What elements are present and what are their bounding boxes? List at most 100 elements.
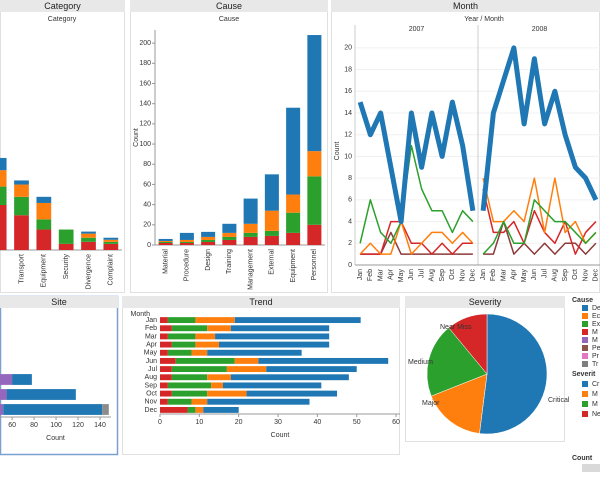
x-tick-label: Material <box>162 249 169 274</box>
series-line <box>360 220 473 255</box>
bar-segment <box>158 241 173 243</box>
panel-header <box>405 296 565 308</box>
bar-segment <box>0 170 7 187</box>
y-tick-label: 120 <box>139 121 151 128</box>
bar-segment <box>266 366 357 373</box>
bar-segment <box>14 215 29 250</box>
x-tick-label: 60 <box>8 422 16 429</box>
x-tick-label: Mar <box>500 268 507 281</box>
x-tick-label: Transport <box>18 254 25 284</box>
bar-segment <box>160 333 168 340</box>
series-line <box>483 220 597 255</box>
bar-segment <box>14 180 29 185</box>
legend-label: Pr <box>592 353 600 360</box>
bar-segment <box>195 341 220 348</box>
bar-segment <box>160 406 188 413</box>
bar-segment <box>179 241 194 243</box>
bar-segment <box>160 374 172 381</box>
y-tick-label: Apr <box>146 341 158 348</box>
y-tick-label: Jan <box>146 317 157 324</box>
bar-segment <box>171 390 208 397</box>
y-tick-label: 4 <box>348 218 352 225</box>
bar-segment <box>160 349 168 356</box>
x-tick-label: 140 <box>94 422 106 429</box>
bar-segment <box>81 241 96 250</box>
bar-segment <box>158 238 173 241</box>
x-tick-label: Nov <box>582 269 589 282</box>
x-tick-label: 20 <box>235 419 243 426</box>
bar-segment <box>160 366 172 373</box>
bar-segment <box>215 333 330 340</box>
y-tick-label: Dec <box>145 407 158 414</box>
bar-segment <box>264 230 279 236</box>
y-tick-label: 0 <box>348 262 352 269</box>
bar-segment <box>307 35 322 152</box>
bar-segment <box>0 157 7 171</box>
bar-segment <box>103 239 119 242</box>
x-tick-label: 120 <box>72 422 84 429</box>
bar-segment <box>207 349 302 356</box>
pie-slice <box>430 373 488 434</box>
panel-title: Month <box>453 1 478 11</box>
x-tick-label: Training <box>226 249 233 274</box>
y-tick-label: 60 <box>143 181 151 188</box>
pie-slice <box>479 313 548 435</box>
bar-segment <box>234 317 361 324</box>
y-tick-label: Oct <box>146 390 157 397</box>
bar-segment <box>171 341 196 348</box>
x-tick-label: Aug <box>552 269 559 282</box>
bar-segment <box>286 194 301 213</box>
y-tick-label: Mar <box>145 333 158 340</box>
bar-segment <box>222 239 237 245</box>
legend-swatch <box>582 411 588 417</box>
bar-segment <box>0 389 7 400</box>
panel-subtitle: Cause <box>219 16 239 23</box>
bar-segment <box>191 398 208 405</box>
legend-swatch <box>582 361 588 367</box>
x-tick-label: Personnel <box>311 249 318 281</box>
legend-label: M <box>592 401 598 408</box>
x-tick-label: Jun <box>408 269 415 280</box>
bar-segment <box>234 357 259 364</box>
x-tick-label: Complaint <box>108 254 115 286</box>
bar-segment <box>187 406 196 413</box>
x-tick-label: 80 <box>30 422 38 429</box>
bar-segment <box>230 325 330 332</box>
x-tick-label: Feb <box>367 269 374 281</box>
x-tick-label: 0 <box>158 419 162 426</box>
y-axis-title: Count <box>133 128 140 147</box>
x-tick-label: Feb <box>490 269 497 281</box>
x-tick-label: Oct <box>449 269 456 280</box>
x-tick-label: Nov <box>459 269 466 282</box>
bar-segment <box>160 382 168 389</box>
x-tick-label: Jul <box>541 269 548 278</box>
legend-label: Ec <box>592 313 600 320</box>
bar-segment <box>222 236 237 240</box>
bar-segment <box>14 196 29 216</box>
bar-segment <box>158 242 173 245</box>
y-tick-label: 180 <box>139 60 151 67</box>
y-tick-label: 18 <box>344 66 352 73</box>
bar-segment <box>258 357 389 364</box>
x-tick-label: Jan <box>357 269 364 280</box>
y-tick-label: 160 <box>139 80 151 87</box>
x-tick-label: May <box>521 269 528 283</box>
bar-segment <box>171 325 208 332</box>
x-axis-title: Count <box>271 432 290 439</box>
legend-label: M <box>592 391 598 398</box>
legend-swatch <box>582 321 588 327</box>
bar-segment <box>160 325 172 332</box>
bar-segment <box>0 404 4 415</box>
x-tick-label: Dec <box>593 269 600 282</box>
bar-segment <box>201 241 216 245</box>
legend-swatch <box>582 337 588 343</box>
bar-segment <box>207 398 310 405</box>
bar-segment <box>246 390 338 397</box>
y-tick-label: Jun <box>146 358 157 365</box>
panel-header <box>122 296 400 308</box>
bar-segment <box>243 223 258 233</box>
bar-segment <box>307 151 322 177</box>
bar-segment <box>286 212 301 233</box>
panel-header <box>0 296 118 308</box>
bar-segment <box>201 236 216 240</box>
